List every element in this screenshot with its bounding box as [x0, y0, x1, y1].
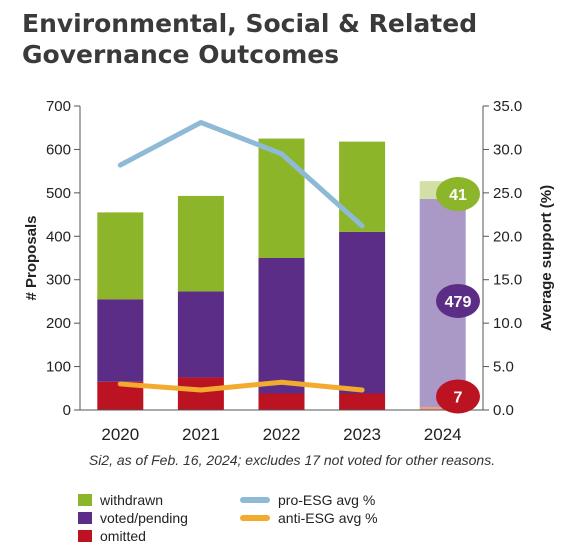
legend-label-voted-pending: voted/pending [100, 510, 188, 526]
y2-axis-title: Average support (%) [538, 185, 555, 331]
y-tick-label: 500 [46, 185, 71, 202]
legend-label-pro-esg: pro-ESG avg % [278, 492, 376, 508]
legend-label-anti-esg: anti-ESG avg % [278, 510, 378, 526]
label-2024-omitted: 7 [454, 389, 463, 406]
bar-omitted [177, 377, 224, 410]
y-tick-label: 300 [46, 272, 71, 289]
label-2024-withdrawn: 41 [449, 187, 467, 204]
y-tick-label: 100 [46, 359, 71, 376]
chart-title-line-2: Governance Outcomes [22, 40, 340, 69]
y-tick-label: 400 [46, 228, 71, 245]
legend-swatch-omitted [78, 530, 92, 542]
y-tick-label: 600 [46, 141, 71, 158]
x-tick-label: 2020 [101, 425, 139, 444]
label-2024-voted-pending: 479 [445, 294, 472, 311]
chart-title: Environmental, Social & Related Governan… [22, 8, 582, 70]
legend-item-anti-esg: anti-ESG avg % [240, 509, 378, 527]
anti-esg-line [117, 379, 365, 393]
source-note: Si2, as of Feb. 16, 2024; excludes 17 no… [88, 452, 496, 468]
y2-tick-label: 20.0 [493, 228, 522, 245]
y2-tick-label: 25.0 [493, 185, 522, 202]
bar-withdrawn [339, 141, 386, 232]
y2-tick-label: 35.0 [493, 98, 522, 115]
chart-title-line-1: Environmental, Social & Related [22, 9, 478, 38]
legend-line-anti-esg [240, 515, 270, 521]
y2-tick-label: 15.0 [493, 272, 522, 289]
esg-outcomes-chart: 0 100 200 300 400 500 600 700 0.0 5.0 10.0 15.0 20.0… [23, 98, 555, 444]
x-tick-label: 2021 [182, 425, 220, 444]
label-2024-omitted-badge [436, 379, 480, 414]
x-tick-label: 2022 [263, 425, 301, 444]
legend-line-pro-esg [240, 497, 270, 503]
pro-esg-line [117, 120, 365, 229]
bar-withdrawn [97, 212, 144, 300]
legend-item-pro-esg: pro-ESG avg % [240, 491, 378, 509]
bar-voted-pending [97, 299, 144, 382]
bar-voted-pending [258, 258, 305, 394]
y2-tick-label: 10.0 [493, 315, 522, 332]
bar-omitted [339, 393, 386, 410]
label-2024-voted-pending-badge [436, 283, 480, 318]
bar-withdrawn [258, 138, 305, 258]
y-axis-title: # Proposals [23, 215, 40, 300]
legend-right: pro-ESG avg % anti-ESG avg % [240, 491, 378, 527]
x-tick-label: 2024 [424, 425, 462, 444]
y-tick-label: 200 [46, 315, 71, 332]
legend-label-omitted: omitted [100, 528, 146, 544]
bar-voted-pending [177, 291, 224, 378]
y2-tick-label: 30.0 [493, 141, 522, 158]
legend-left: withdrawn voted/pending omitted [78, 491, 188, 545]
legend-swatch-withdrawn [78, 494, 92, 506]
legend-label-withdrawn: withdrawn [100, 492, 164, 508]
legend-item-withdrawn: withdrawn [78, 491, 188, 509]
legend-item-voted-pending: voted/pending [78, 509, 188, 527]
y2-tick-label: 5.0 [493, 359, 514, 376]
legend-swatch-voted-pending [78, 512, 92, 524]
bar-omitted [258, 393, 305, 410]
x-tick-label: 2023 [343, 425, 381, 444]
y2-tick-label: 0.0 [493, 402, 514, 419]
y-tick-label: 0 [63, 402, 71, 419]
bar-withdrawn [177, 195, 224, 292]
bar-voted-pending [339, 231, 386, 394]
label-2024-withdrawn-badge [436, 177, 480, 212]
legend-item-omitted: omitted [78, 527, 188, 545]
y-tick-label: 700 [46, 98, 71, 115]
